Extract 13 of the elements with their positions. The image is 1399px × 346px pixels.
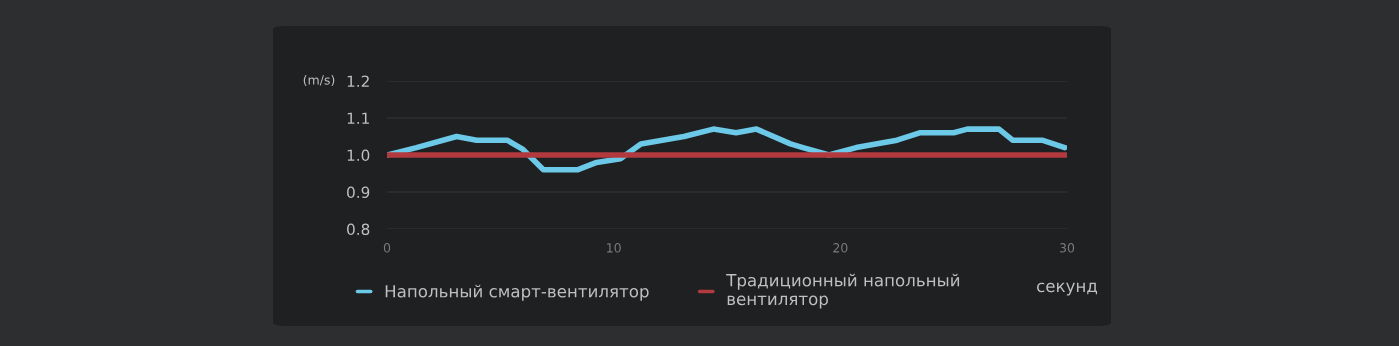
x-tick-label: 0 [383,243,391,253]
x-axis-title: секунд [1037,282,1098,296]
y-tick-label: 1.1 [347,112,369,124]
y-tick-label: 0.8 [347,223,370,236]
y-axis-title: (m/s) [303,74,335,87]
legend-label: Напольный смарт-вентилятор [385,284,649,301]
x-tick-label: 20 [833,243,848,253]
y-tick-label: 1.0 [347,149,370,162]
y-tick-label: 1.2 [347,75,369,87]
x-tick-label: 10 [607,243,621,253]
y-tick-label: 0.9 [347,186,370,199]
legend-label: Традиционный напольный вентилятор [726,273,960,309]
x-tick-label: 30 [1060,243,1075,253]
